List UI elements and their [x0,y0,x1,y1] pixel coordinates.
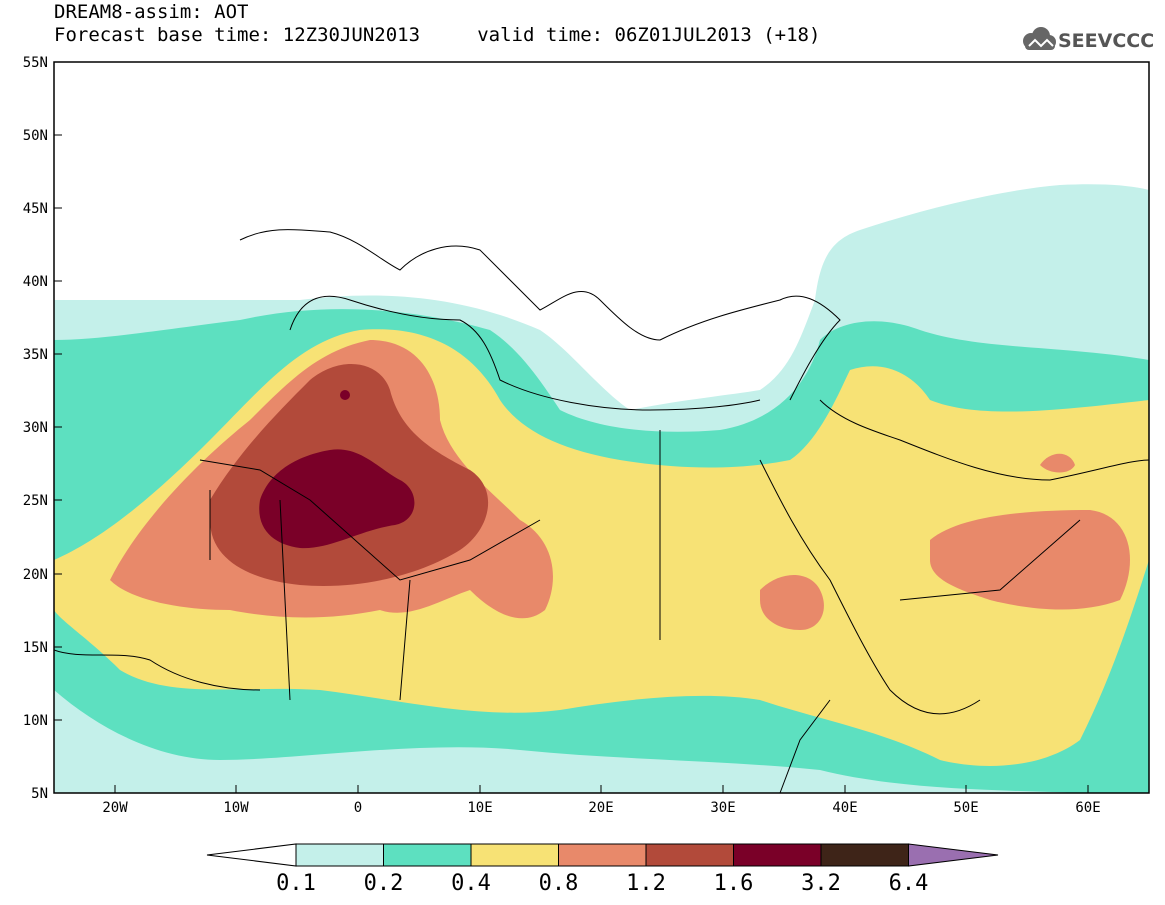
colorbar-label: 1.6 [714,871,754,896]
map-title: DREAM8-assim: AOT [54,1,249,23]
aot-band-0.8 [930,510,1130,610]
lon-label: 10E [467,800,492,816]
aot-band-0.8 [1040,453,1075,473]
colorbar-label: 1.2 [626,871,666,896]
cloud-icon [1023,27,1056,50]
colorbar-swatch [645,843,734,867]
lat-label: 25N [23,493,48,509]
colorbar-swatch [383,843,472,867]
lat-label: 5N [31,786,48,802]
lat-label: 30N [23,420,48,436]
colorbar-label: 0.1 [276,871,316,896]
lon-label: 10W [223,800,249,816]
lat-label: 10N [23,713,48,729]
colorbar-label: 3.2 [801,871,841,896]
colorbar-label: 0.2 [364,871,404,896]
aot-band-1.6 [259,449,415,549]
lat-label: 50N [23,128,48,144]
lat-label: 55N [23,55,48,71]
lat-label: 15N [23,640,48,656]
colorbar-swatch [295,843,384,867]
colorbar-swatch [733,843,822,867]
lat-label: 45N [23,201,48,217]
lon-label: 50E [953,800,978,816]
colorbar-swatch [470,843,559,867]
lon-axis: 20W 10W 0 10E 20E 30E 40E 50E 60E [102,785,1101,816]
lat-axis: 55N 50N 45N 40N 35N 30N 25N 20N 15N 10N … [23,55,62,802]
colorbar-swatch [558,843,647,867]
lon-label: 30E [710,800,735,816]
lat-label: 20N [23,567,48,583]
coastlines [54,229,1149,793]
lon-label: 0 [354,800,362,816]
logo-text: SEEVCCC [1058,30,1155,52]
lon-label: 60E [1075,800,1100,816]
colorbar-swatch [820,843,909,867]
colorbar-label: 0.4 [451,871,491,896]
colorbar: 0.1 0.2 0.4 0.8 1.2 1.6 3.2 6.4 [206,843,999,896]
colorbar-label: 0.8 [539,871,579,896]
lon-label: 20W [102,800,128,816]
colorbar-right-arrow [908,843,999,867]
aot-band-1.6 [340,390,350,400]
lon-label: 40E [832,800,857,816]
lat-label: 35N [23,347,48,363]
forecast-time-line: Forecast base time: 12Z30JUN2013 valid t… [54,24,821,46]
colorbar-left-arrow [206,843,297,867]
lat-label: 40N [23,274,48,290]
aot-band-0.8 [760,575,824,630]
colorbar-label: 6.4 [889,871,929,896]
lon-label: 20E [588,800,613,816]
aot-contours [54,184,1149,793]
